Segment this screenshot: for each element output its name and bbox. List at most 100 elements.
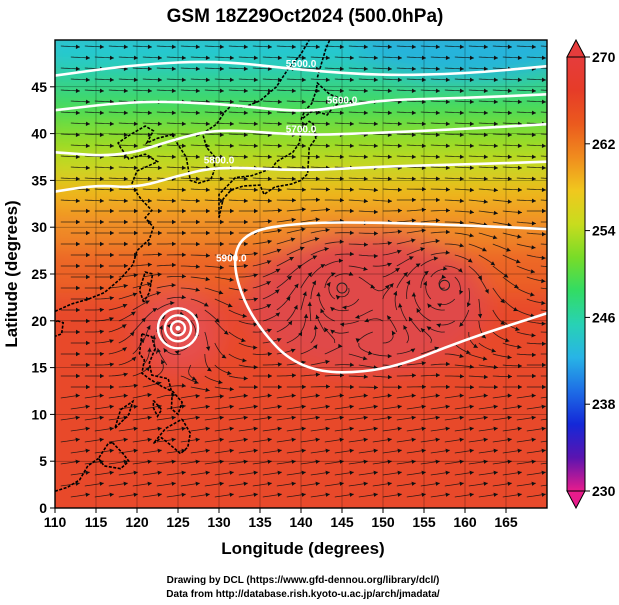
streamline-arrowhead — [315, 372, 320, 377]
streamline-arrowhead — [373, 143, 378, 148]
streamline-arrowhead — [243, 241, 248, 247]
colorbar-tick-label: 230 — [592, 483, 616, 499]
streamline-arrowhead — [277, 208, 282, 213]
streamline-arrowhead — [277, 143, 282, 148]
streamline-arrowhead — [363, 88, 368, 93]
streamline-arrowhead — [253, 77, 258, 82]
streamline-arrowhead — [253, 322, 258, 327]
streamline-arrowhead — [205, 387, 210, 393]
streamline-arrowhead — [445, 77, 450, 82]
colorbar-max-arrow — [566, 38, 586, 58]
streamline-arrowhead — [435, 415, 440, 420]
streamline-arrowhead — [409, 256, 414, 261]
streamline-arrowhead — [147, 437, 152, 442]
streamline-arrowhead — [531, 437, 536, 442]
height-contour — [55, 93, 547, 112]
streamline-arrowhead — [99, 393, 104, 398]
streamline-arrowhead — [459, 322, 464, 327]
streamline-arrowhead — [100, 263, 104, 269]
streamline-arrow — [540, 265, 547, 268]
streamline-arrowhead — [349, 470, 354, 475]
streamline-arrowhead — [267, 351, 272, 357]
streamline-arrowhead — [541, 300, 546, 306]
streamline-arrowhead — [445, 426, 450, 431]
streamline-arrowhead — [218, 380, 223, 385]
streamline-arrowhead — [373, 187, 378, 193]
streamline-arrowhead — [156, 291, 161, 296]
streamline-arrowhead — [514, 284, 519, 288]
streamline-arrowhead — [254, 208, 258, 214]
streamline-arrowhead — [277, 470, 282, 475]
streamline-arrowhead — [411, 459, 416, 464]
streamline-arrowhead — [147, 110, 152, 115]
height-contour — [55, 122, 547, 157]
streamline-arrowhead — [121, 324, 127, 329]
streamline-arrowhead — [242, 313, 247, 319]
streamline-arrowhead — [397, 448, 402, 453]
streamline-arrowhead — [253, 492, 258, 497]
streamline-arrowhead — [291, 176, 296, 181]
streamline-arrowhead — [397, 470, 402, 475]
streamline-arrowhead — [315, 176, 320, 181]
streamline-arrowhead — [507, 154, 512, 159]
streamline-arrowhead — [459, 198, 464, 203]
streamline-arrowhead — [219, 198, 224, 203]
streamline-arrowhead — [355, 314, 360, 319]
streamline-arrowhead — [387, 154, 392, 159]
streamline-arrowhead — [482, 247, 487, 252]
streamline-arrowhead — [86, 230, 90, 236]
streamline-arrowhead — [195, 287, 200, 292]
streamline-arrowhead — [541, 77, 546, 82]
streamline-arrowhead — [243, 66, 248, 71]
coastline — [152, 399, 163, 418]
streamline-arrowhead — [459, 374, 464, 379]
streamline-arrowhead — [387, 262, 392, 267]
x-tick-label: 160 — [453, 514, 477, 530]
streamline-arrowhead — [349, 448, 354, 453]
streamline-arrowhead — [541, 404, 546, 409]
streamline-arrowhead — [531, 393, 536, 398]
streamline-arrowhead — [243, 263, 248, 269]
streamline-arrowhead — [123, 284, 128, 289]
contour-label: 5800.0 — [204, 155, 235, 166]
streamline-arrowhead — [387, 110, 392, 115]
streamline-arrowhead — [253, 273, 258, 278]
streamline-arrowhead — [109, 492, 114, 497]
streamline-arrowhead — [243, 44, 248, 49]
streamline-arrowhead — [291, 393, 296, 398]
streamline-arrowhead — [76, 219, 80, 225]
streamline-arrowhead — [403, 272, 408, 277]
colorbar-tick-label: 254 — [592, 223, 616, 239]
streamline-arrowhead — [100, 241, 104, 247]
streamline-arrowhead — [466, 302, 471, 307]
height-contour — [55, 60, 547, 77]
streamline-arrowhead — [483, 481, 488, 486]
streamline-arrowhead — [397, 426, 402, 431]
streamline-arrowhead — [206, 230, 210, 236]
streamline-arrowhead — [387, 393, 392, 398]
streamline-arrowhead — [147, 415, 152, 420]
streamline-arrowhead — [99, 176, 104, 181]
streamline-arrowhead — [446, 384, 450, 390]
streamline-arrowhead — [517, 344, 522, 350]
streamline-arrowhead — [109, 448, 114, 453]
streamline-arrowhead — [325, 426, 330, 431]
streamline-arrowhead — [219, 437, 224, 442]
streamline-arrow — [540, 67, 547, 69]
streamline-arrowhead — [171, 415, 176, 420]
plot-area: 5500.0 5600.0 5700.0 5800.0 5900.0 — [55, 40, 547, 508]
streamline-arrowhead — [75, 66, 80, 71]
streamline-arrowhead — [267, 328, 272, 333]
colorbar: 270 262 254 246 238 230 — [566, 38, 616, 510]
streamline-arrowhead — [507, 437, 512, 442]
vortex-center — [336, 282, 348, 294]
streamline-arrowhead — [411, 393, 416, 398]
streamline-arrowhead — [221, 354, 227, 359]
streamline-arrowhead — [397, 77, 402, 82]
streamline-arrowhead — [227, 303, 233, 308]
streamline-arrowhead — [133, 55, 138, 60]
cyclone-eye — [175, 325, 181, 331]
streamline-arrowhead — [541, 187, 546, 192]
streamline-arrowhead — [411, 154, 416, 159]
streamline-arrowhead — [373, 492, 378, 497]
